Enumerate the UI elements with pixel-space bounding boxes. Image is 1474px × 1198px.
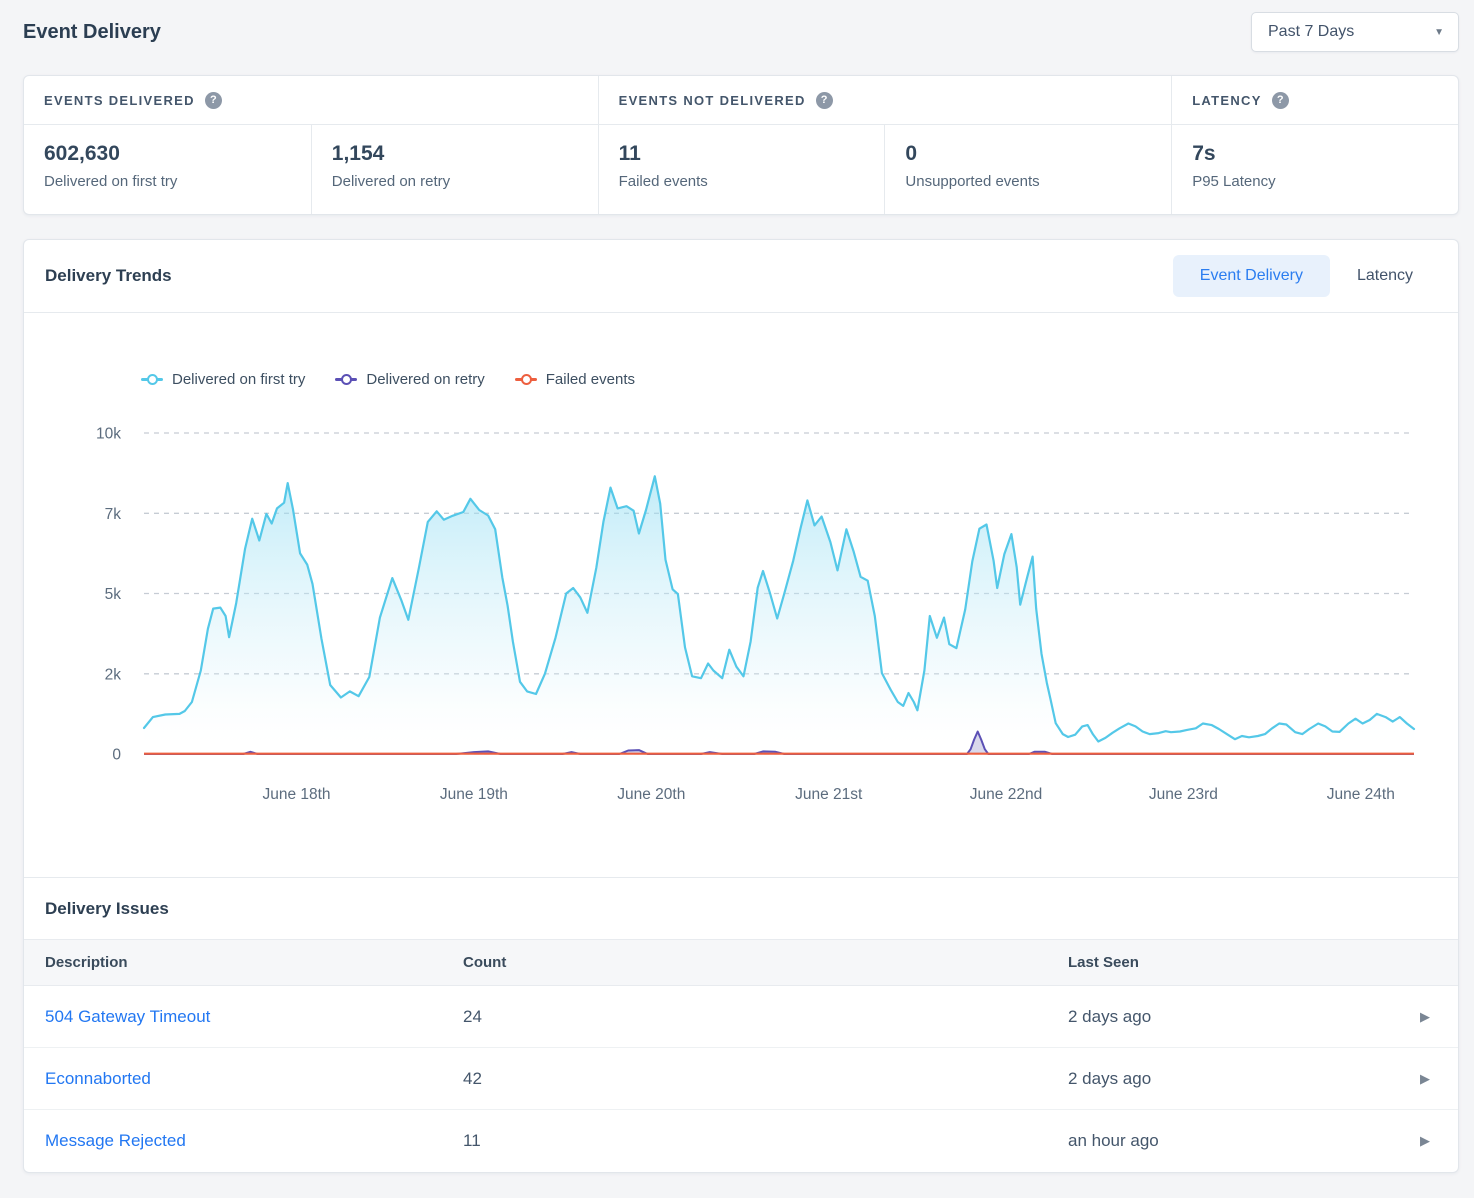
legend-label: Delivered on first try [172, 371, 305, 388]
issue-last-seen: an hour ago [1047, 1131, 1420, 1151]
stat-delivered-retry: 1,154 Delivered on retry [311, 125, 598, 214]
stats-body-row: 602,630 Delivered on first try 1,154 Del… [24, 125, 1458, 214]
stat-value: 11 [619, 142, 865, 166]
line-marker-icon [515, 378, 537, 381]
line-marker-icon [141, 378, 163, 381]
area-chart-svg[interactable]: 0 2k 5k 7k 10k June 18th June 19th June 20th Jun… [24, 411, 1458, 851]
svg-text:0: 0 [112, 747, 121, 764]
line-marker-icon [335, 378, 357, 381]
svg-text:June 22nd: June 22nd [970, 786, 1042, 803]
page-title: Event Delivery [23, 21, 161, 44]
chart-legend: Delivered on first try Delivered on retr… [141, 369, 1458, 389]
legend-item-failed: Failed events [515, 371, 635, 388]
help-icon[interactable]: ? [816, 92, 833, 109]
svg-text:5k: 5k [105, 586, 122, 603]
issue-link[interactable]: 504 Gateway Timeout [45, 1007, 210, 1026]
tab-event-delivery[interactable]: Event Delivery [1173, 255, 1330, 297]
table-row[interactable]: 504 Gateway Timeout 24 2 days ago ▶ [24, 986, 1458, 1048]
issue-last-seen: 2 days ago [1047, 1069, 1420, 1089]
issue-last-seen: 2 days ago [1047, 1007, 1420, 1027]
table-row[interactable]: Message Rejected 11 an hour ago ▶ [24, 1110, 1458, 1172]
stats-group-label: EVENTS DELIVERED [44, 93, 195, 108]
issues-table-header: Description Count Last Seen [24, 939, 1458, 986]
time-range-value: Past 7 Days [1268, 23, 1354, 41]
trends-title: Delivery Trends [45, 266, 172, 286]
time-range-dropdown[interactable]: Past 7 Days ▼ [1251, 12, 1459, 52]
trends-tabs: Event Delivery Latency [1173, 255, 1440, 297]
chevron-down-icon: ▼ [1434, 27, 1444, 38]
stat-value: 0 [905, 142, 1151, 166]
stat-failed-events: 11 Failed events [598, 125, 885, 214]
issue-count: 42 [442, 1069, 1047, 1089]
svg-text:June 18th: June 18th [262, 786, 330, 803]
chevron-right-icon[interactable]: ▶ [1420, 1071, 1460, 1087]
stat-value: 1,154 [332, 142, 578, 166]
svg-text:June 23rd: June 23rd [1149, 786, 1218, 803]
issue-link[interactable]: Message Rejected [45, 1131, 186, 1150]
svg-text:2k: 2k [105, 666, 122, 683]
legend-item-first-try: Delivered on first try [141, 371, 305, 388]
stats-group-events-delivered: EVENTS DELIVERED ? [24, 76, 598, 124]
help-icon[interactable]: ? [205, 92, 222, 109]
stat-unsupported-events: 0 Unsupported events [884, 125, 1171, 214]
stat-value: 7s [1192, 142, 1438, 166]
svg-text:June 20th: June 20th [617, 786, 685, 803]
column-header-count: Count [442, 954, 1047, 971]
stat-value: 602,630 [44, 142, 291, 166]
stat-label: Delivered on first try [44, 173, 291, 190]
stats-group-label: EVENTS NOT DELIVERED [619, 93, 806, 108]
stats-header-row: EVENTS DELIVERED ? EVENTS NOT DELIVERED … [24, 76, 1458, 125]
stats-card: EVENTS DELIVERED ? EVENTS NOT DELIVERED … [23, 75, 1459, 215]
stat-label: Unsupported events [905, 173, 1151, 190]
delivery-trends-chart[interactable]: 0 2k 5k 7k 10k June 18th June 19th June 20th Jun… [24, 411, 1458, 851]
delivery-issues-title: Delivery Issues [24, 877, 1458, 939]
delivery-trends-card: Delivery Trends Event Delivery Latency D… [23, 239, 1459, 1173]
chevron-right-icon[interactable]: ▶ [1420, 1133, 1460, 1149]
legend-label: Delivered on retry [366, 371, 484, 388]
stat-label: Delivered on retry [332, 173, 578, 190]
top-bar: Event Delivery Past 7 Days ▼ [0, 0, 1474, 56]
table-row[interactable]: Econnaborted 42 2 days ago ▶ [24, 1048, 1458, 1110]
legend-item-retry: Delivered on retry [335, 371, 484, 388]
stat-label: P95 Latency [1192, 173, 1438, 190]
stats-group-latency: LATENCY ? [1171, 76, 1458, 124]
issue-link[interactable]: Econnaborted [45, 1069, 151, 1088]
trends-card-header: Delivery Trends Event Delivery Latency [24, 240, 1458, 313]
legend-label: Failed events [546, 371, 635, 388]
stat-delivered-first-try: 602,630 Delivered on first try [24, 125, 311, 214]
tab-latency[interactable]: Latency [1330, 255, 1440, 297]
stats-group-events-not-delivered: EVENTS NOT DELIVERED ? [598, 76, 1172, 124]
help-icon[interactable]: ? [1272, 92, 1289, 109]
issue-count: 11 [442, 1131, 1047, 1151]
issue-count: 24 [442, 1007, 1047, 1027]
svg-text:June 19th: June 19th [440, 786, 508, 803]
chevron-right-icon[interactable]: ▶ [1420, 1009, 1460, 1025]
stat-p95-latency: 7s P95 Latency [1171, 125, 1458, 214]
svg-text:June 21st: June 21st [795, 786, 863, 803]
svg-text:10k: 10k [96, 426, 121, 443]
svg-text:7k: 7k [105, 506, 122, 523]
svg-text:June 24th: June 24th [1327, 786, 1395, 803]
stats-group-label: LATENCY [1192, 93, 1262, 108]
stat-label: Failed events [619, 173, 865, 190]
column-header-last-seen: Last Seen [1047, 954, 1420, 971]
column-header-description: Description [24, 954, 442, 971]
